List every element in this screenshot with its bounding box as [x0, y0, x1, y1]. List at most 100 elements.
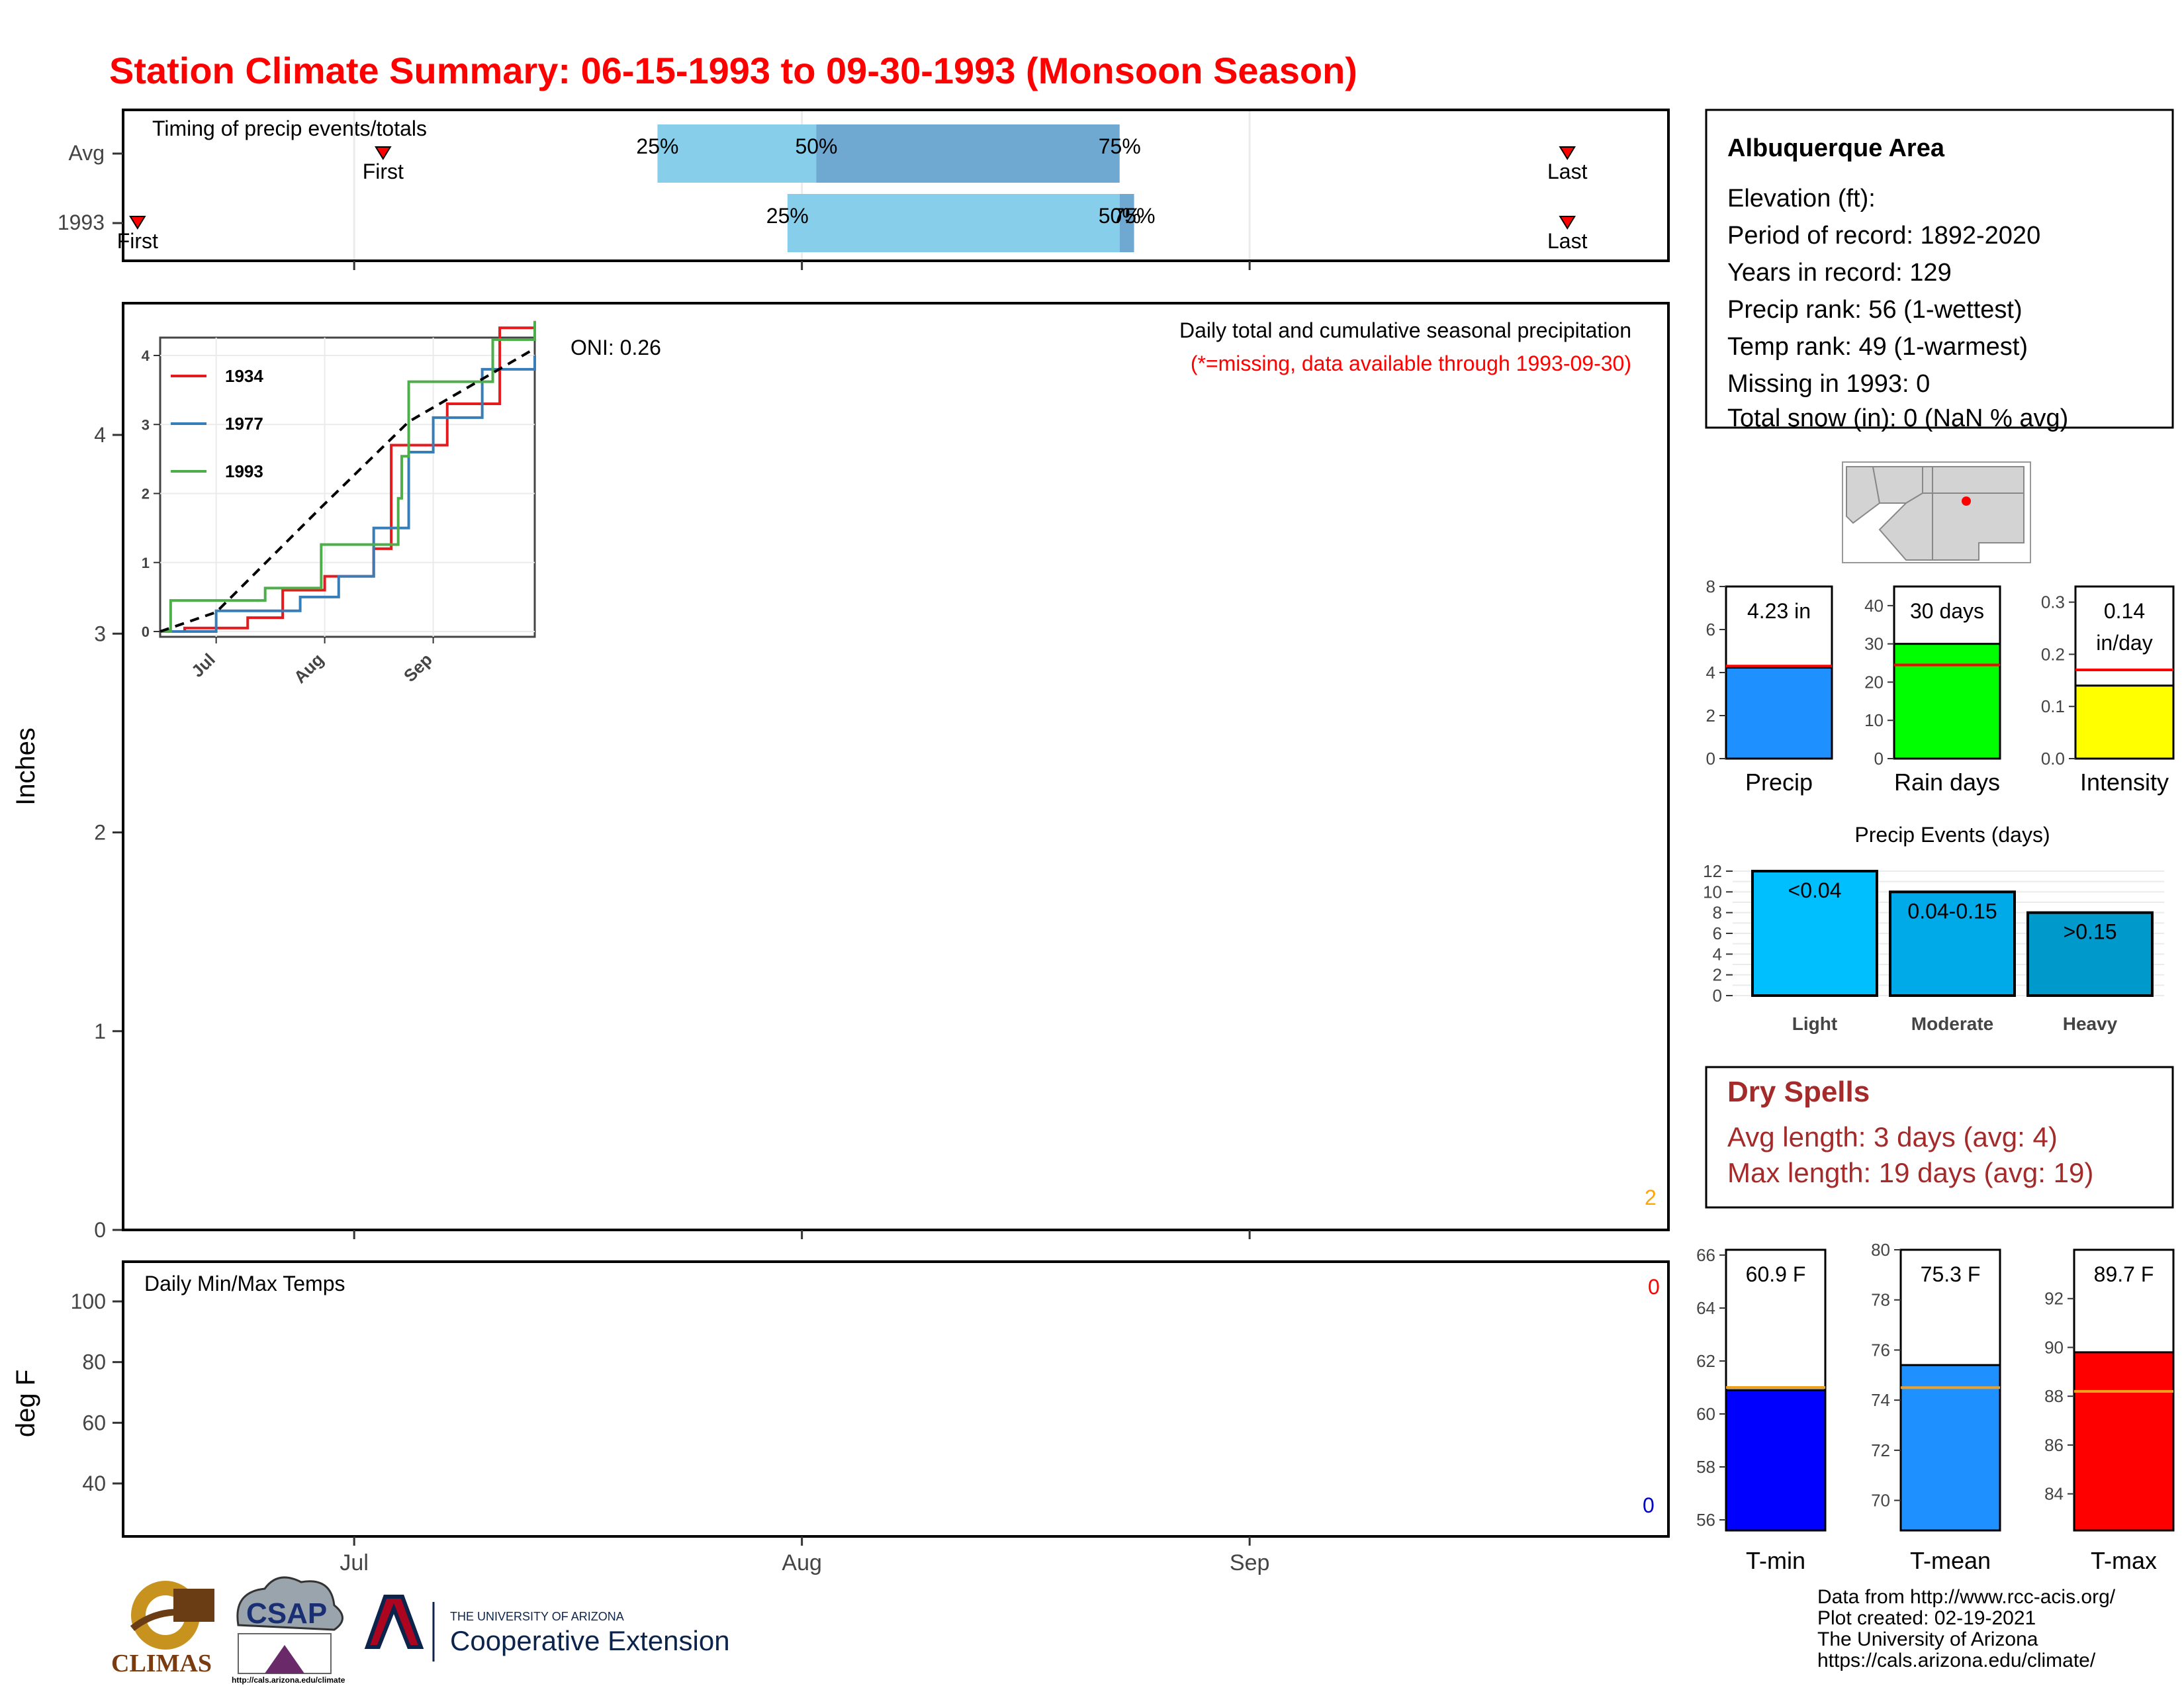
inset-legend-label: 1977: [225, 414, 263, 434]
timing-bar-25-50: [787, 194, 1120, 252]
info-snow: Total snow (in): 0 (NaN % avg): [1727, 404, 2068, 432]
precip-y-tick-label: 1: [94, 1019, 106, 1043]
bottom-x-axis: Jul Aug Sep: [340, 1230, 1269, 1575]
mini-bar-value: [1899, 1364, 2001, 1532]
mini-bar-tick-label: 74: [1871, 1390, 1890, 1410]
info-missing: Missing in 1993: 0: [1727, 370, 1930, 398]
mini-bar-tick-label: 0.3: [2041, 592, 2065, 612]
info-temp-rank: Temp rank: 49 (1-warmest): [1727, 333, 2028, 361]
temp-panel-title: Daily Min/Max Temps: [144, 1272, 345, 1295]
precip-event-bar: [1889, 890, 2016, 998]
ua-small-text: THE UNIVERSITY OF ARIZONA: [450, 1610, 624, 1623]
precip-event-bar-label: <0.04: [1788, 878, 1842, 902]
inset-y-tick-label: 0: [142, 624, 150, 640]
precip-y-tick-label: 3: [94, 622, 106, 645]
credit-line-2: Plot created: 02-19-2021: [1817, 1607, 2036, 1629]
mini-bar-axis-label: T-max: [2091, 1547, 2157, 1574]
last-event-marker: [1559, 216, 1576, 230]
precip-event-bar-label: >0.15: [2064, 920, 2117, 944]
temp-y-tick-label: 40: [82, 1472, 106, 1495]
first-event-marker: [129, 216, 146, 230]
mini-bar-value-label: 75.3 F: [1921, 1262, 1981, 1286]
inset-y-tick-label: 4: [142, 348, 150, 364]
mini-bar-tick-label: 64: [1696, 1298, 1715, 1318]
precip-events-tick-label: 4: [1713, 944, 1722, 964]
timing-row-label-avg: Avg: [68, 141, 105, 165]
temp-y-tick-label: 80: [82, 1350, 106, 1374]
precip-events-tick-label: 2: [1713, 965, 1722, 985]
ua-logo: THE UNIVERSITY OF ARIZONA Cooperative Ex…: [364, 1595, 730, 1662]
mini-bar-tick-label: 88: [2044, 1386, 2064, 1406]
mini-bar-axis-label: Precip: [1745, 769, 1813, 796]
utah-shape: [1922, 466, 1933, 494]
month-x-tick-label: Jul: [340, 1550, 368, 1575]
mini-bar-value: [1893, 643, 2001, 760]
mini-bar-value-label: 0.14: [2104, 599, 2145, 623]
mini-bar-tick-label: 0: [1706, 749, 1715, 769]
mini-bar-tick-label: 40: [1864, 596, 1884, 616]
precip-events-title: Precip Events (days): [1854, 823, 2050, 847]
timing-p50-label: 50%: [795, 134, 837, 158]
mini-bar-tick-label: 76: [1871, 1340, 1890, 1360]
timing-panel: Timing of precip events/totals Avg 1993 …: [58, 109, 1670, 270]
mini-bar-tick-label: 20: [1864, 672, 1884, 692]
dry-spells-title: Dry Spells: [1727, 1076, 1870, 1108]
climas-logo: CLIMAS: [111, 1581, 214, 1677]
inset-y-tick-label: 1: [142, 555, 150, 571]
precip-y-tick-label: 0: [94, 1218, 106, 1242]
mini-bar-tick-label: 66: [1696, 1245, 1715, 1265]
temp-y-tick-label: 60: [82, 1411, 106, 1434]
mini-bar-axis-label: T-min: [1746, 1547, 1805, 1574]
precip-event-bar-label: 0.04-0.15: [1907, 899, 1997, 923]
temp-y-tick-label: 100: [71, 1289, 106, 1313]
first-event-marker: [375, 146, 392, 160]
csap-logo: CSAP http://cals.arizona.edu/climate: [232, 1576, 345, 1685]
mini-bar-tick-label: 90: [2044, 1337, 2064, 1357]
mini-bar-tick-label: 0.1: [2041, 696, 2065, 716]
mini-bar-tick-label: 10: [1864, 710, 1884, 730]
mini-bar-tick-label: 4: [1706, 663, 1715, 682]
credits: Data from http://www.rcc-acis.org/ Plot …: [1817, 1586, 2116, 1671]
inset-y-tick-label: 2: [142, 486, 150, 502]
precip-event-bar: [2026, 911, 2154, 997]
mini-bar-value-label-2: in/day: [2096, 631, 2152, 655]
mini-bar-tick-label: 58: [1696, 1457, 1715, 1477]
mini-bar-tick-label: 0.2: [2041, 644, 2065, 664]
timing-p75-label: 75%: [1099, 134, 1141, 158]
timing-p25-label: 25%: [636, 134, 678, 158]
dry-spells-max: Max length: 19 days (avg: 19): [1727, 1157, 2093, 1188]
precip-event-category: Light: [1792, 1013, 1837, 1034]
temp-top-count: 0: [1648, 1275, 1660, 1299]
mini-bar-value-label: 89.7 F: [2094, 1262, 2154, 1286]
precip-event-bar: [1751, 870, 1878, 997]
mini-bar-tick-label: 0.0: [2041, 749, 2065, 769]
mini-bar-axis-label: T-mean: [1910, 1547, 1991, 1574]
mini-bar-tick-label: 56: [1696, 1510, 1715, 1530]
timing-p75-label: 75%: [1113, 204, 1156, 228]
precip-events-tick-label: 12: [1703, 861, 1722, 881]
mini-bar-tick-label: 78: [1871, 1290, 1890, 1310]
credit-line-3: The University of Arizona: [1817, 1628, 2038, 1650]
mini-bar-tick-label: 80: [1871, 1240, 1890, 1260]
mini-bar-value-label: 4.23 in: [1747, 599, 1811, 623]
mini-bar-tick-label: 72: [1871, 1440, 1890, 1460]
timing-bar-50-75: [816, 124, 1120, 183]
mini-bar-value: [2073, 1351, 2175, 1532]
timing-bar-50-75: [1119, 194, 1134, 252]
summary-bars: 0 2 4 6 8 4.23 in Precip 0 10 20 30 40 30 days Rain d…: [1706, 577, 2175, 796]
month-x-tick-label: Aug: [782, 1550, 822, 1575]
california-shape: [1846, 466, 1881, 524]
mini-bar-tick-label: 60: [1696, 1404, 1715, 1424]
mini-bar-tick-label: 6: [1706, 620, 1715, 639]
inset-line-1977: [160, 355, 536, 633]
info-station-name: Albuquerque Area: [1727, 134, 1945, 162]
mini-bar-axis-label: Rain days: [1894, 769, 2000, 796]
mini-bar-tick-label: 92: [2044, 1289, 2064, 1309]
mini-bar-axis-label: Intensity: [2080, 769, 2169, 796]
mini-bar-tick-label: 0: [1874, 749, 1884, 769]
precip-missing-note: (*=missing, data available through 1993-…: [1191, 352, 1631, 375]
info-period: Period of record: 1892-2020: [1727, 222, 2040, 250]
precip-events-tick-label: 8: [1713, 903, 1722, 923]
mini-bar-value: [1725, 1389, 1827, 1532]
